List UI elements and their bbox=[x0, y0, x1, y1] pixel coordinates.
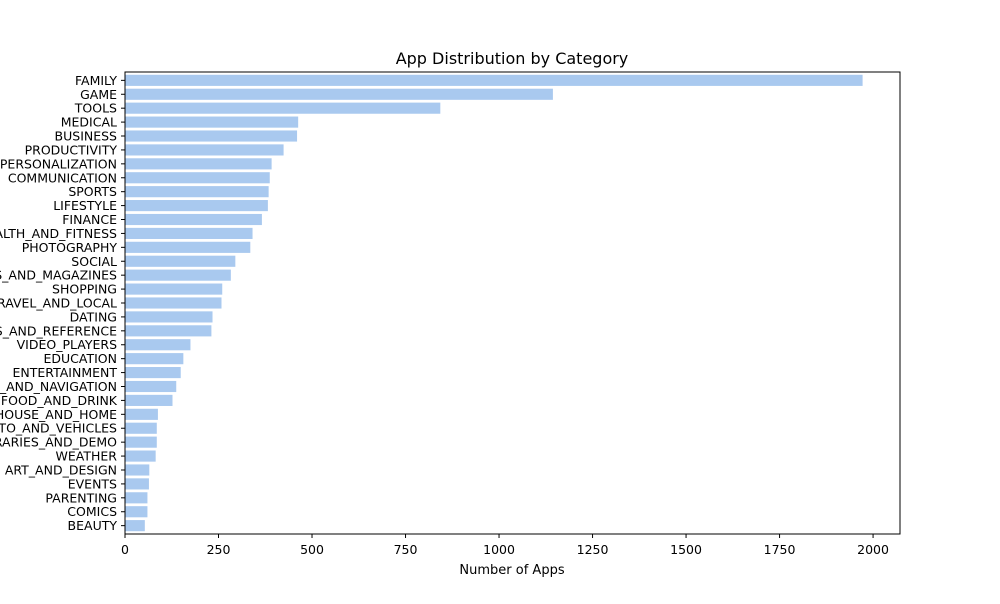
bar-house-and-home bbox=[125, 408, 158, 420]
bar-dating bbox=[125, 311, 213, 323]
y-tick-label: GAME bbox=[80, 87, 117, 102]
bar-food-and-drink bbox=[125, 394, 173, 406]
bar-game bbox=[125, 88, 553, 100]
y-tick-label: SHOPPING bbox=[52, 282, 117, 297]
y-tick-label: TOOLS bbox=[74, 101, 117, 116]
y-tick-label: MAPS_AND_NAVIGATION bbox=[0, 379, 117, 394]
bar-business bbox=[125, 130, 298, 142]
y-tick-label: LIBRARIES_AND_DEMO bbox=[0, 435, 117, 450]
bar-lifestyle bbox=[125, 200, 268, 212]
y-tick-label: EDUCATION bbox=[44, 351, 118, 366]
axes-frame bbox=[124, 71, 901, 535]
y-tick-label: AUTO_AND_VEHICLES bbox=[0, 421, 117, 436]
x-tick-label: 1500 bbox=[670, 542, 702, 557]
x-axis-ticks: 0 250 500 750 1000 1250 1500 1750 2000 bbox=[121, 534, 889, 557]
bar-shopping bbox=[125, 283, 223, 295]
bar-libraries-and-demo bbox=[125, 436, 157, 448]
bar-parenting bbox=[125, 492, 148, 504]
bar-maps-and-navigation bbox=[125, 380, 177, 393]
x-tick-label: 750 bbox=[394, 542, 418, 557]
bar-video-players bbox=[125, 339, 191, 351]
bar-sports bbox=[125, 186, 269, 198]
bar-tools bbox=[125, 102, 441, 114]
y-tick-label: TRAVEL_AND_LOCAL bbox=[0, 296, 117, 311]
bar-communication bbox=[125, 172, 270, 184]
y-tick-label: SOCIAL bbox=[71, 254, 117, 269]
x-tick-label: 500 bbox=[300, 542, 324, 557]
bar-productivity bbox=[125, 144, 284, 156]
bar-health-and-fitness bbox=[125, 227, 253, 239]
y-tick-label: VIDEO_PLAYERS bbox=[17, 337, 117, 352]
bar-personalization bbox=[125, 158, 272, 170]
y-tick-label: ENTERTAINMENT bbox=[13, 365, 118, 380]
bar-books-and-reference bbox=[125, 325, 212, 337]
y-tick-label: HEALTH_AND_FITNESS bbox=[0, 226, 117, 241]
chart-title: App Distribution by Category bbox=[396, 49, 629, 68]
bar-medical bbox=[125, 116, 299, 128]
y-tick-label: FOOD_AND_DRINK bbox=[1, 393, 118, 408]
y-tick-label: SPORTS bbox=[68, 184, 117, 199]
x-tick-label: 2000 bbox=[857, 542, 889, 557]
y-tick-label: BOOKS_AND_REFERENCE bbox=[0, 323, 117, 338]
bar-weather bbox=[125, 450, 156, 462]
bar-art-and-design bbox=[125, 464, 150, 476]
bar-comics bbox=[125, 506, 148, 518]
y-tick-label: ART_AND_DESIGN bbox=[5, 462, 117, 477]
x-tick-label: 1250 bbox=[577, 542, 609, 557]
bar-beauty bbox=[125, 520, 145, 532]
y-tick-label: BUSINESS bbox=[55, 129, 118, 144]
x-tick-label: 0 bbox=[121, 542, 129, 557]
bar-events bbox=[125, 478, 149, 490]
x-axis-label: Number of Apps bbox=[459, 563, 564, 578]
bar-entertainment bbox=[125, 367, 181, 379]
bar-finance bbox=[125, 213, 262, 226]
y-tick-label: COMMUNICATION bbox=[8, 170, 117, 185]
bar-photography bbox=[125, 241, 251, 253]
y-tick-label: HOUSE_AND_HOME bbox=[0, 407, 117, 422]
y-tick-label: PHOTOGRAPHY bbox=[22, 240, 118, 255]
bar-travel-and-local bbox=[125, 297, 222, 309]
y-tick-label: EVENTS bbox=[68, 476, 117, 491]
y-tick-label: PRODUCTIVITY bbox=[25, 142, 118, 157]
y-tick-label: DATING bbox=[70, 309, 117, 324]
y-tick-label: PARENTING bbox=[45, 490, 117, 505]
y-tick-label: PERSONALIZATION bbox=[0, 156, 117, 171]
y-tick-label: LIFESTYLE bbox=[53, 198, 117, 213]
bar-education bbox=[125, 353, 184, 365]
y-tick-label: WEATHER bbox=[56, 449, 118, 464]
x-tick-label: 250 bbox=[207, 542, 231, 557]
y-tick-labels: FAMILYGAMETOOLSMEDICALBUSINESSPRODUCTIVI… bbox=[0, 73, 125, 533]
bar-news-and-magazines bbox=[125, 269, 231, 281]
y-tick-label: COMICS bbox=[67, 504, 117, 519]
x-tick-label: 1750 bbox=[764, 542, 796, 557]
bar-family bbox=[125, 74, 863, 86]
y-tick-label: NEWS_AND_MAGAZINES bbox=[0, 268, 117, 283]
bars-group bbox=[125, 74, 863, 532]
y-tick-label: BEAUTY bbox=[68, 518, 118, 533]
bar-auto-and-vehicles bbox=[125, 422, 157, 434]
y-tick-label: MEDICAL bbox=[61, 115, 117, 130]
x-tick-label: 1000 bbox=[483, 542, 515, 557]
y-tick-label: FAMILY bbox=[75, 73, 117, 88]
bar-social bbox=[125, 255, 236, 267]
y-tick-label: FINANCE bbox=[62, 212, 117, 227]
